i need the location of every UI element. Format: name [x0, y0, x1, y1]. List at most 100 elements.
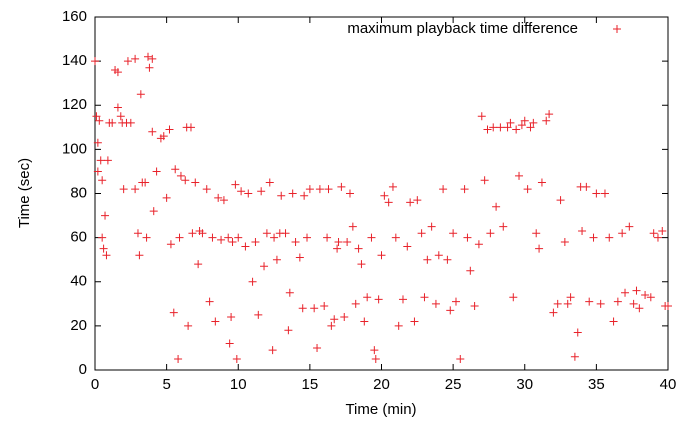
- point: [237, 187, 246, 196]
- point: [174, 354, 183, 363]
- point: [116, 112, 125, 121]
- point: [354, 244, 363, 253]
- point: [241, 242, 250, 251]
- point: [517, 121, 526, 130]
- point: [413, 196, 422, 205]
- y-tick-label: 0: [79, 361, 87, 378]
- y-tick-label: 120: [62, 96, 87, 113]
- point: [92, 112, 101, 121]
- point: [456, 354, 465, 363]
- point: [194, 260, 203, 269]
- point: [131, 54, 140, 63]
- point: [262, 229, 271, 238]
- point: [434, 251, 443, 260]
- point: [553, 299, 562, 308]
- point: [288, 189, 297, 198]
- point: [300, 191, 309, 200]
- point: [272, 255, 281, 264]
- point: [277, 191, 286, 200]
- point: [523, 185, 532, 194]
- point: [596, 299, 605, 308]
- point: [91, 57, 99, 66]
- point: [439, 185, 448, 194]
- point: [208, 233, 217, 242]
- legend-label: maximum playback time difference: [347, 20, 578, 37]
- point: [303, 233, 312, 242]
- point: [658, 227, 667, 236]
- point: [337, 182, 346, 191]
- point: [489, 123, 498, 132]
- x-tick-label: 10: [230, 376, 247, 393]
- y-tick-label: 140: [62, 52, 87, 69]
- point: [348, 222, 357, 231]
- point: [566, 293, 575, 302]
- point: [560, 238, 569, 247]
- point: [126, 118, 135, 127]
- point: [351, 299, 360, 308]
- point: [466, 266, 475, 275]
- point: [621, 288, 630, 297]
- x-tick-label: 0: [91, 376, 99, 393]
- point: [188, 229, 197, 238]
- point: [260, 262, 269, 271]
- point: [99, 244, 108, 253]
- point: [214, 193, 223, 202]
- point: [377, 251, 386, 260]
- point: [427, 222, 436, 231]
- point: [324, 185, 333, 194]
- point: [98, 233, 107, 242]
- point: [632, 286, 641, 295]
- point: [175, 233, 184, 242]
- point: [506, 118, 515, 127]
- point: [515, 171, 524, 180]
- point: [570, 352, 579, 361]
- point: [148, 127, 157, 136]
- point: [363, 293, 372, 302]
- point: [503, 123, 512, 132]
- point: [257, 187, 266, 196]
- x-tick-label: 15: [302, 376, 319, 393]
- point: [295, 253, 304, 262]
- point: [605, 233, 614, 242]
- point: [496, 123, 505, 132]
- point: [585, 297, 594, 306]
- point: [480, 176, 489, 185]
- point: [166, 240, 175, 249]
- point: [420, 293, 429, 302]
- point: [119, 185, 128, 194]
- point: [483, 125, 492, 134]
- point: [646, 293, 655, 302]
- point: [225, 339, 234, 348]
- point: [101, 211, 110, 220]
- point: [589, 233, 598, 242]
- point: [470, 302, 479, 311]
- x-tick-label: 20: [373, 376, 390, 393]
- point: [95, 116, 104, 125]
- point: [268, 346, 277, 355]
- point: [217, 235, 226, 244]
- point: [423, 255, 432, 264]
- point: [148, 54, 157, 63]
- point: [526, 123, 535, 132]
- point: [582, 182, 591, 191]
- point: [492, 202, 501, 211]
- point: [198, 229, 207, 238]
- y-tick-label: 60: [70, 229, 87, 246]
- point: [184, 321, 193, 330]
- point: [149, 207, 158, 216]
- point: [254, 310, 263, 319]
- point: [532, 229, 541, 238]
- point: [102, 251, 111, 260]
- point: [563, 299, 572, 308]
- point: [291, 238, 300, 247]
- point: [298, 304, 307, 313]
- point: [380, 191, 389, 200]
- point: [360, 317, 369, 326]
- point: [219, 196, 228, 205]
- point: [165, 125, 174, 134]
- point: [535, 244, 544, 253]
- point: [446, 306, 455, 315]
- x-tick-label: 35: [588, 376, 605, 393]
- point: [370, 346, 379, 355]
- point: [93, 167, 102, 176]
